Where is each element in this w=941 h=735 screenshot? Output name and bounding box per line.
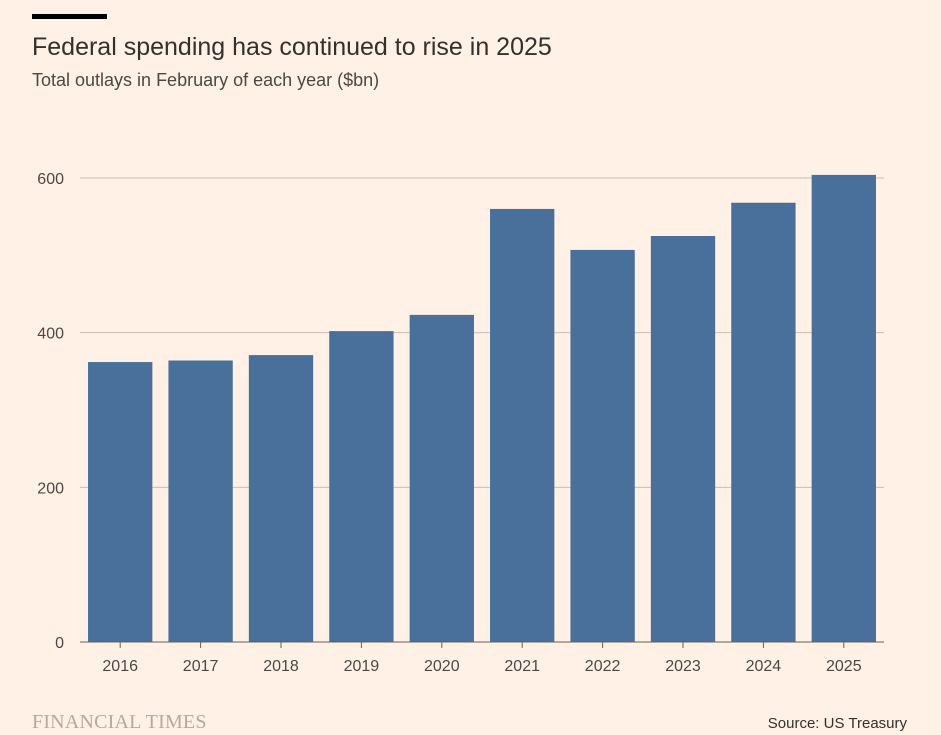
bar-2020 xyxy=(409,314,474,642)
bar-2023 xyxy=(650,236,716,642)
bar-2022 xyxy=(570,249,635,643)
bar-2025 xyxy=(811,174,876,642)
chart-title: Federal spending has continued to rise i… xyxy=(32,33,552,61)
x-tick-label: 2020 xyxy=(424,658,460,675)
bar-2018 xyxy=(248,355,314,642)
source-note: Source: US Treasury xyxy=(767,715,907,732)
top-rule xyxy=(32,14,107,19)
x-tick-label: 2025 xyxy=(826,658,862,675)
bar-2019 xyxy=(329,331,394,642)
x-tick-label: 2017 xyxy=(183,658,219,675)
chart-subtitle: Total outlays in February of each year (… xyxy=(32,70,380,90)
y-tick-label: 600 xyxy=(37,171,64,188)
x-tick-label: 2018 xyxy=(263,658,299,675)
bars xyxy=(88,174,876,643)
ft-logo: FINANCIAL TIMES xyxy=(32,711,207,733)
x-tick-label: 2023 xyxy=(665,658,701,675)
x-tick-label: 2021 xyxy=(504,658,540,675)
y-tick-label: 200 xyxy=(37,480,64,497)
x-tick-label: 2016 xyxy=(102,658,138,675)
bar-2021 xyxy=(490,208,555,642)
bar-2016 xyxy=(88,362,153,642)
y-tick-label: 0 xyxy=(55,635,64,652)
x-axis-ticks: 2016 2017 2018 2019 2020 2021 2022 2023 2024 2025 xyxy=(102,642,862,675)
x-tick-label: 2019 xyxy=(344,658,380,675)
y-tick-label: 400 xyxy=(37,326,64,343)
x-tick-label: 2024 xyxy=(746,658,782,675)
bar-2017 xyxy=(168,360,233,642)
y-axis-ticks: 0 200 400 600 xyxy=(37,171,64,652)
bar-2024 xyxy=(731,202,796,642)
x-tick-label: 2022 xyxy=(585,658,621,675)
